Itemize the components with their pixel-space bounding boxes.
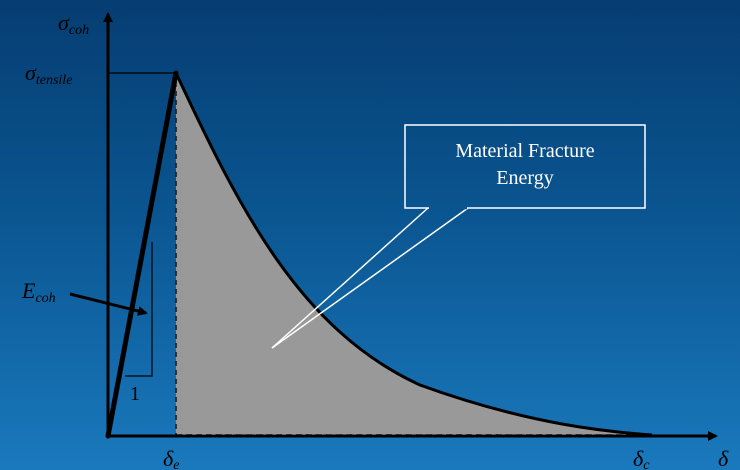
peak-stress-label-main: σ xyxy=(25,60,37,85)
softening-branch xyxy=(174,72,653,437)
loading-branch xyxy=(105,70,179,439)
critical-opening-label-sub: c xyxy=(643,458,650,470)
x-axis-label: δ xyxy=(718,446,729,470)
y-axis-label: σcoh xyxy=(58,10,89,38)
fracture-energy-area xyxy=(176,73,652,435)
elastic-opening-label: δe xyxy=(163,446,179,470)
y-axis-label-sub: coh xyxy=(69,23,89,38)
slope-triangle xyxy=(125,242,153,377)
callout-leader-left xyxy=(271,207,429,349)
peak-stress-label-sub: tensile xyxy=(36,73,73,88)
callout-box xyxy=(404,124,646,209)
stiffness-label-main: E xyxy=(21,278,36,303)
peak-stress-label: σtensile xyxy=(25,60,72,88)
stiffness-label-sub: coh xyxy=(35,291,55,306)
critical-opening-label: δc xyxy=(633,446,650,470)
stiffness-label: Ecoh xyxy=(21,278,56,306)
callout-line-1: Material Fracture xyxy=(455,140,594,162)
elastic-opening-label-sub: e xyxy=(173,458,179,470)
callout-line-2: Energy xyxy=(496,167,553,189)
stiffness-arrow xyxy=(69,292,148,316)
callout-leader-right xyxy=(271,207,469,349)
y-axis-label-main: σ xyxy=(58,10,70,35)
elastic-opening-label-main: δ xyxy=(163,446,174,470)
critical-opening-label-main: δ xyxy=(633,446,644,470)
slope-unit-label: 1 xyxy=(130,383,140,405)
